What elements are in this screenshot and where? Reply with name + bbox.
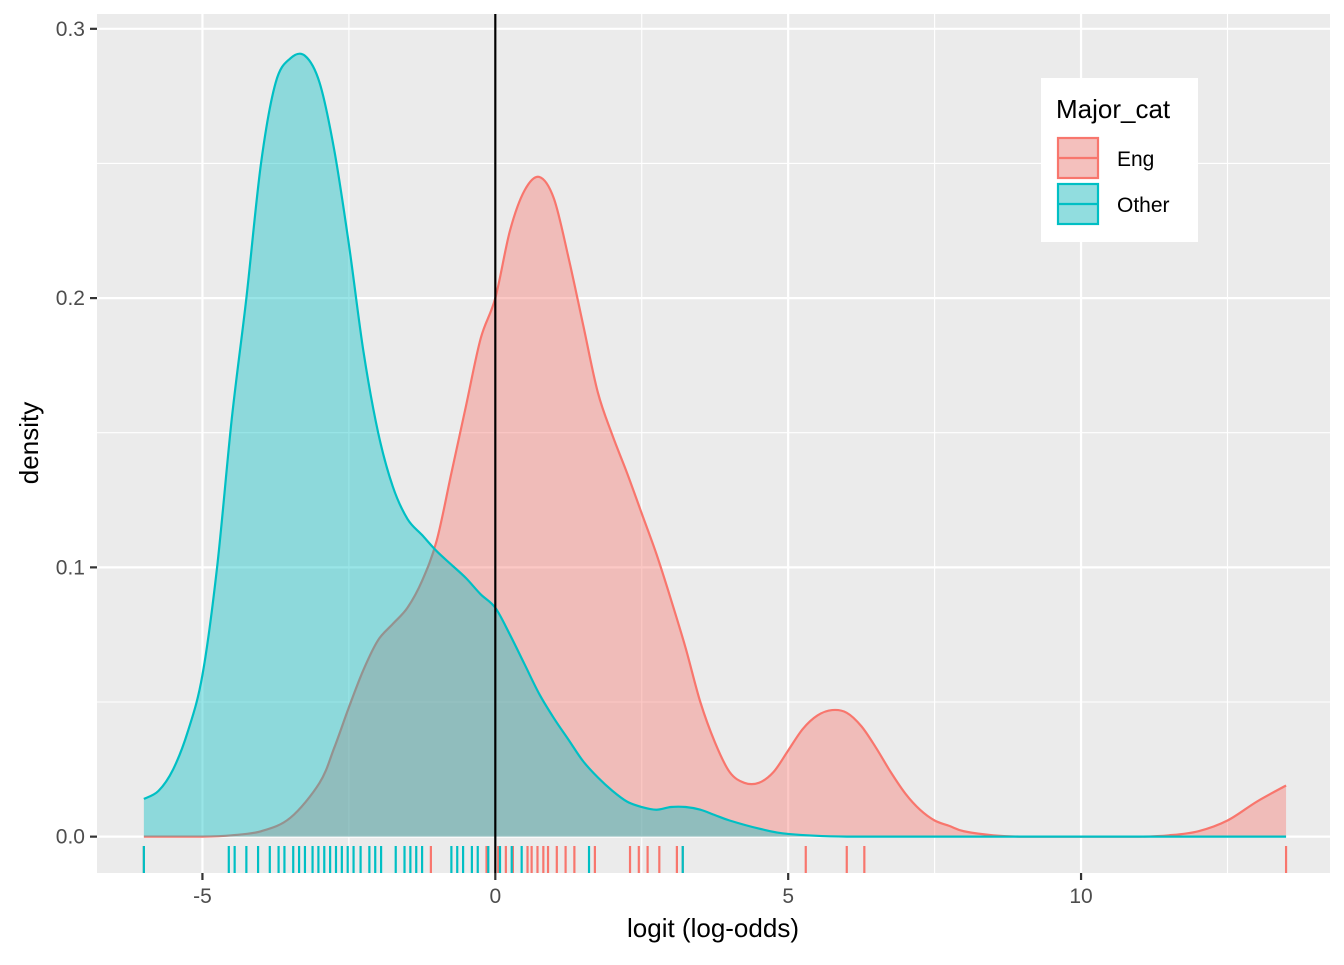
legend: Major_cat Eng Other <box>1041 78 1198 242</box>
x-tick-label: 0 <box>489 885 501 908</box>
x-axis-label: logit (log-odds) <box>627 913 799 943</box>
y-tick-label: 0.1 <box>56 556 85 579</box>
x-axis: -5 0 5 10 <box>193 873 1093 908</box>
density-areas <box>143 52 1287 838</box>
y-axis-label: density <box>14 402 44 484</box>
legend-label-eng: Eng <box>1117 148 1154 171</box>
rug-marks <box>142 846 1288 873</box>
x-tick-label: -5 <box>193 885 212 908</box>
legend-title: Major_cat <box>1056 94 1171 124</box>
density-area-eng <box>143 176 1287 837</box>
y-tick-label: 0.2 <box>56 287 85 310</box>
density-area-other <box>143 53 1287 837</box>
y-tick-label: 0.0 <box>56 826 85 849</box>
x-tick-label: 10 <box>1069 885 1092 908</box>
y-tick-label: 0.3 <box>56 18 85 41</box>
legend-label-other: Other <box>1117 194 1170 217</box>
x-tick-label: 5 <box>782 885 794 908</box>
density-line-other <box>143 52 1287 838</box>
y-axis: 0.0 0.1 0.2 0.3 <box>56 18 97 849</box>
density-line-eng <box>143 175 1287 838</box>
